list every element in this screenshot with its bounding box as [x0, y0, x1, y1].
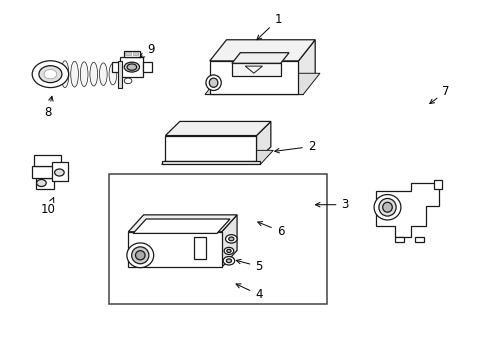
- Bar: [193, 237, 205, 259]
- Ellipse shape: [135, 251, 145, 260]
- Bar: [433, 180, 442, 189]
- Polygon shape: [256, 121, 270, 161]
- Polygon shape: [375, 183, 438, 237]
- Ellipse shape: [109, 63, 117, 85]
- Text: 6: 6: [257, 222, 284, 238]
- Bar: [143, 62, 152, 72]
- Ellipse shape: [228, 237, 233, 241]
- Text: 10: 10: [41, 198, 55, 216]
- Bar: [414, 237, 423, 242]
- Polygon shape: [298, 40, 315, 94]
- Bar: [394, 237, 403, 242]
- Bar: [120, 57, 143, 77]
- Bar: [133, 52, 138, 55]
- Bar: [161, 161, 260, 165]
- Ellipse shape: [378, 198, 395, 216]
- Ellipse shape: [124, 62, 139, 72]
- Polygon shape: [128, 215, 237, 232]
- Bar: [112, 62, 120, 72]
- Polygon shape: [161, 150, 273, 165]
- Bar: [32, 166, 58, 178]
- Ellipse shape: [226, 249, 231, 252]
- Bar: [52, 162, 68, 181]
- Ellipse shape: [44, 69, 57, 79]
- Bar: [118, 61, 122, 87]
- Ellipse shape: [126, 243, 153, 267]
- Ellipse shape: [226, 259, 231, 263]
- Ellipse shape: [131, 247, 148, 264]
- Ellipse shape: [61, 61, 69, 87]
- Ellipse shape: [37, 180, 46, 186]
- Bar: [123, 51, 140, 57]
- Ellipse shape: [224, 247, 233, 255]
- Bar: [209, 61, 298, 94]
- Text: 5: 5: [236, 260, 262, 273]
- Bar: [125, 52, 131, 55]
- Polygon shape: [204, 73, 319, 94]
- Ellipse shape: [373, 194, 400, 220]
- Text: 1: 1: [256, 13, 281, 40]
- Text: 4: 4: [236, 284, 262, 301]
- Bar: [109, 174, 327, 304]
- Polygon shape: [209, 40, 315, 61]
- Ellipse shape: [223, 257, 234, 265]
- Bar: [231, 63, 280, 76]
- Ellipse shape: [209, 78, 218, 87]
- Ellipse shape: [225, 235, 237, 243]
- Polygon shape: [231, 53, 288, 63]
- Ellipse shape: [124, 78, 132, 84]
- Ellipse shape: [99, 63, 107, 85]
- Ellipse shape: [127, 64, 137, 70]
- Ellipse shape: [80, 62, 88, 86]
- Ellipse shape: [39, 66, 62, 83]
- Ellipse shape: [382, 202, 391, 212]
- Text: 3: 3: [315, 198, 348, 211]
- Ellipse shape: [90, 62, 98, 86]
- Text: 7: 7: [429, 85, 448, 104]
- Bar: [128, 232, 221, 267]
- Ellipse shape: [205, 75, 221, 90]
- Bar: [36, 178, 54, 189]
- Polygon shape: [165, 121, 270, 136]
- Text: 9: 9: [140, 43, 155, 58]
- Polygon shape: [221, 215, 237, 267]
- Bar: [165, 136, 256, 161]
- Text: 2: 2: [274, 140, 315, 153]
- Polygon shape: [133, 219, 229, 233]
- Ellipse shape: [55, 169, 64, 176]
- Text: 8: 8: [44, 96, 53, 120]
- Ellipse shape: [71, 61, 78, 87]
- Ellipse shape: [32, 61, 68, 87]
- Bar: [34, 156, 61, 166]
